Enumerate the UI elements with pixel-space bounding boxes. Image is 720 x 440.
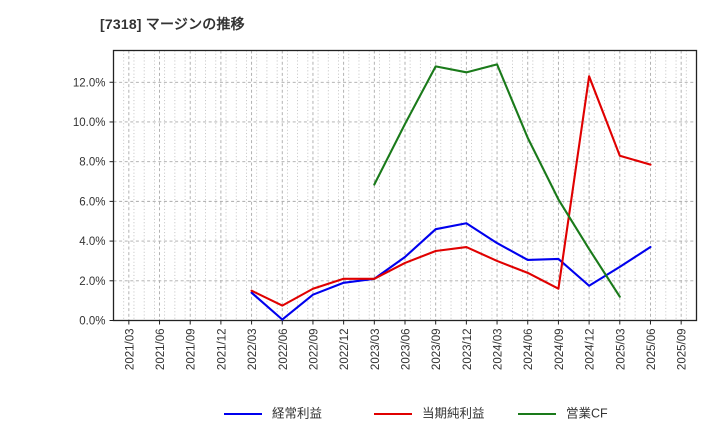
major-gridlines — [109, 50, 697, 325]
x-axis-tick-label: 2021/06 — [155, 329, 167, 371]
x-axis-tick-label: 2024/06 — [523, 329, 535, 371]
legend-label-営業CF: 営業CF — [566, 405, 608, 420]
x-axis-tick-label: 2024/12 — [585, 329, 597, 371]
series-line-営業CF — [373, 63, 621, 298]
y-axis-tick-label: 2.0% — [79, 276, 105, 288]
chart-legend: 経常利益 当期純利益 営業CF — [224, 405, 608, 420]
x-axis-tick-label: 2025/09 — [677, 329, 689, 371]
x-axis-tick-label: 2022/09 — [308, 329, 320, 371]
x-axis-tick-labels: 2021/03 2021/06 2021/09 2021/12 2022/03 2022/… — [124, 329, 688, 371]
x-axis-tick-label: 2024/03 — [493, 329, 505, 371]
chart-title: [7318] マージンの推移 — [100, 16, 245, 32]
y-axis-tick-label: 10.0% — [73, 117, 106, 129]
x-axis-tick-label: 2022/12 — [339, 329, 351, 371]
y-axis-tick-label: 4.0% — [79, 236, 105, 248]
y-axis-tick-label: 12.0% — [73, 77, 106, 89]
y-axis-tick-label: 0.0% — [79, 316, 105, 328]
x-axis-tick-label: 2023/03 — [370, 329, 382, 371]
x-axis-tick-label: 2022/03 — [247, 329, 259, 371]
x-axis-tick-label: 2021/03 — [124, 329, 136, 371]
x-axis-tick-label: 2023/09 — [431, 329, 443, 371]
legend-label-当期純利益: 当期純利益 — [422, 406, 485, 420]
x-axis-tick-label: 2024/09 — [554, 329, 566, 371]
x-axis-tick-label: 2022/06 — [278, 329, 290, 371]
x-axis-tick-label: 2023/06 — [401, 329, 413, 371]
plot-area-border — [112, 49, 698, 322]
x-axis-tick-label: 2021/09 — [186, 329, 198, 371]
x-axis-tick-label: 2021/12 — [216, 329, 228, 371]
x-axis-tick-label: 2025/06 — [646, 329, 658, 371]
data-series-group — [250, 63, 652, 321]
y-axis-tick-label: 8.0% — [79, 157, 105, 169]
legend-label-経常利益: 経常利益 — [272, 406, 322, 420]
series-line-当期純利益 — [250, 75, 652, 307]
x-axis-tick-label: 2025/03 — [615, 329, 627, 371]
minor-gridlines — [113, 50, 687, 321]
series-line-経常利益 — [250, 222, 652, 321]
x-axis-tick-label: 2023/12 — [462, 329, 474, 371]
y-axis-tick-label: 6.0% — [79, 196, 105, 208]
y-axis-tick-labels: 0.0% 2.0% 4.0% 6.0% 8.0% 10.0% 12.0% — [73, 77, 106, 327]
